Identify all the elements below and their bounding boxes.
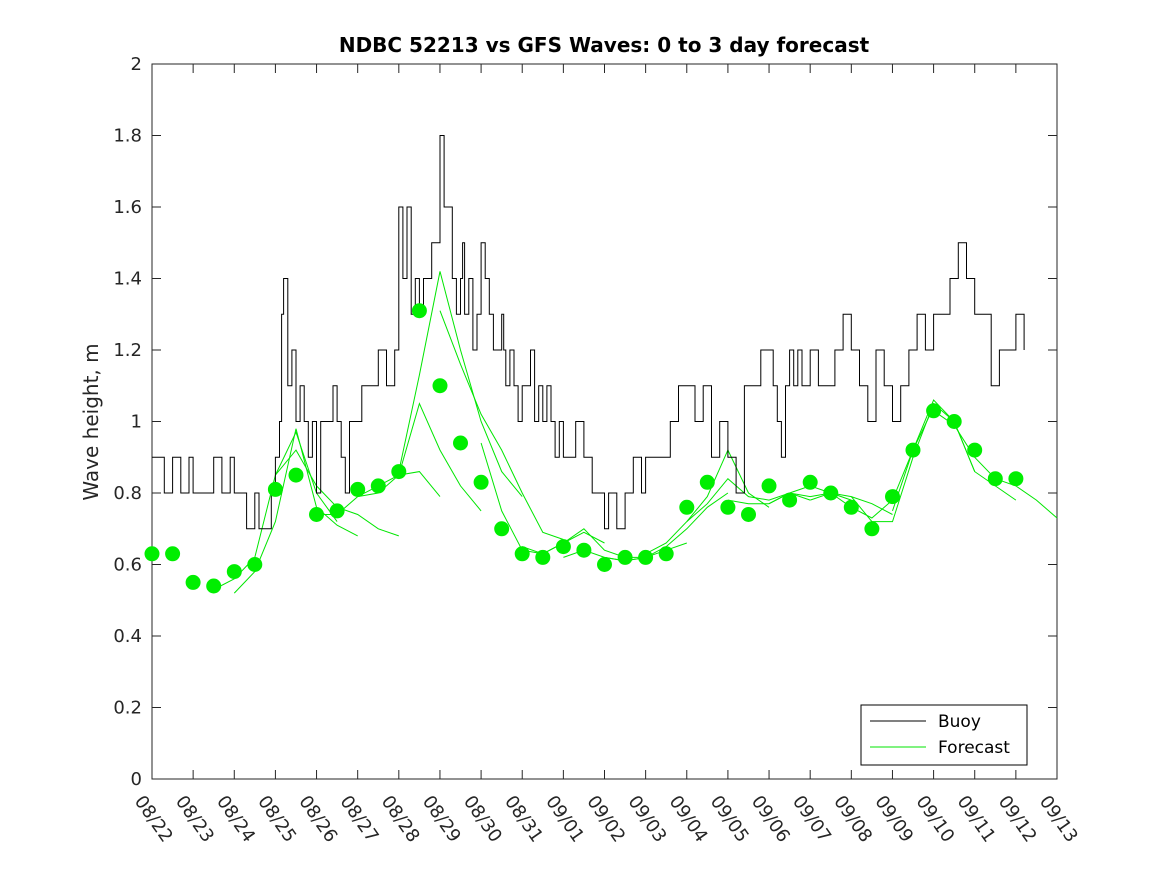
analysis-marker xyxy=(782,492,798,508)
legend: Buoy Forecast xyxy=(860,704,1028,766)
y-tick-label: 0.8 xyxy=(113,483,142,504)
analysis-marker xyxy=(514,546,530,562)
legend-forecast-label: Forecast xyxy=(938,738,1010,758)
legend-buoy-label: Buoy xyxy=(938,712,981,732)
analysis-marker xyxy=(638,549,654,565)
analysis-marker xyxy=(453,435,468,451)
analysis-marker xyxy=(206,578,222,594)
analysis-marker xyxy=(473,474,489,490)
forecast-line xyxy=(439,310,564,540)
analysis-marker xyxy=(1008,471,1024,487)
analysis-marker xyxy=(967,442,983,458)
y-tick-label: 1.8 xyxy=(113,126,142,147)
buoy-line xyxy=(152,135,1025,530)
analysis-marker xyxy=(144,546,160,562)
analysis-marker xyxy=(267,481,283,497)
analysis-marker xyxy=(658,546,674,562)
analysis-marker xyxy=(576,542,592,558)
y-axis-label: Wave height, m xyxy=(79,343,103,500)
analysis-marker xyxy=(247,557,263,572)
forecast-line xyxy=(645,448,770,555)
analysis-marker xyxy=(864,521,880,537)
y-tick-label: 0 xyxy=(131,769,142,790)
y-tick-label: 0.2 xyxy=(113,698,142,719)
forecast-line xyxy=(398,271,523,497)
y-tick-label: 1 xyxy=(131,412,142,433)
analysis-marker xyxy=(987,471,1003,487)
analysis-marker xyxy=(946,414,962,429)
analysis-marker xyxy=(720,499,736,515)
plot-frame xyxy=(151,63,1058,780)
analysis-marker xyxy=(411,303,427,319)
analysis-marker xyxy=(741,507,756,522)
analysis-marker xyxy=(432,378,448,394)
analysis-marker xyxy=(165,546,181,562)
analysis-marker xyxy=(350,481,366,497)
analysis-marker xyxy=(329,503,345,519)
analysis-marker xyxy=(885,489,900,505)
analysis-marker xyxy=(926,403,942,419)
analysis-marker xyxy=(905,442,921,458)
y-tick-label: 0.4 xyxy=(113,626,142,647)
analysis-marker xyxy=(288,467,304,483)
analysis-marker xyxy=(761,478,777,494)
analysis-marker xyxy=(843,499,859,515)
analysis-marker xyxy=(226,564,242,580)
y-tick-label: 1.2 xyxy=(113,340,142,361)
analysis-marker xyxy=(309,507,324,522)
analysis-marker xyxy=(185,574,201,590)
analysis-marker xyxy=(679,499,695,515)
analysis-marker xyxy=(617,549,633,565)
analysis-marker xyxy=(370,478,386,494)
chart-title: NDBC 52213 vs GFS Waves: 0 to 3 day fore… xyxy=(339,33,870,57)
analysis-marker xyxy=(555,539,571,555)
y-tick-label: 1.6 xyxy=(113,197,142,218)
analysis-marker xyxy=(535,549,551,565)
analysis-marker xyxy=(823,485,839,501)
analysis-marker xyxy=(391,464,407,480)
y-tick-label: 0.6 xyxy=(113,555,142,576)
analysis-marker xyxy=(597,557,612,572)
analysis-marker xyxy=(802,474,818,490)
y-tick-label: 2 xyxy=(131,54,142,75)
legend-box xyxy=(860,704,1028,766)
y-tick-label: 1.4 xyxy=(113,269,142,290)
analysis-marker xyxy=(494,521,510,537)
analysis-marker xyxy=(699,474,715,490)
